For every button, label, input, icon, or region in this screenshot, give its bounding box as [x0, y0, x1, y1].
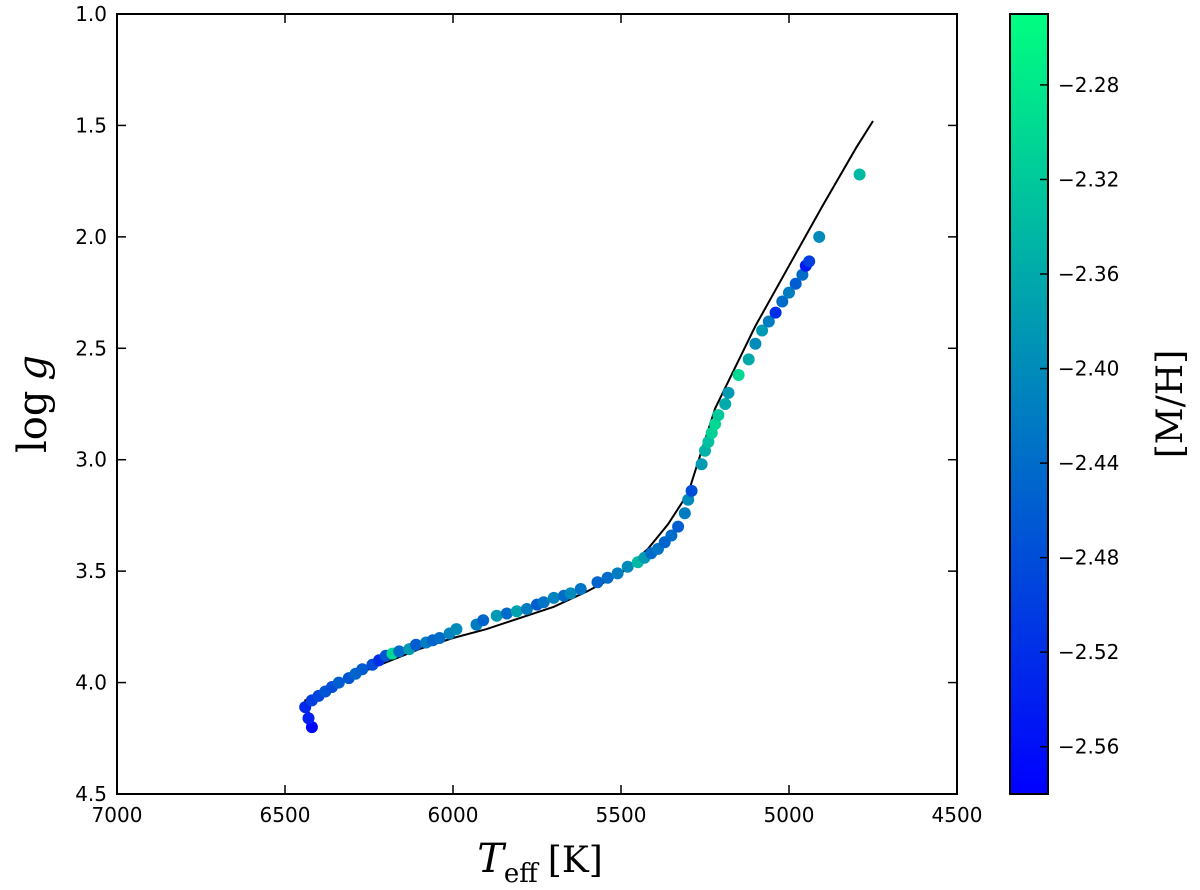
isochrone-layer: [304, 120, 874, 723]
colorbar-tick-label: −2.32: [1058, 167, 1119, 191]
data-point: [742, 353, 755, 366]
x-axis-label-sub: eff: [504, 859, 540, 889]
y-tick-label: 4.5: [75, 782, 107, 806]
y-tick-label: 3.0: [75, 448, 107, 472]
data-point: [678, 507, 691, 520]
x-tick-label: 6000: [428, 803, 479, 827]
data-point: [450, 623, 463, 636]
data-point: [537, 596, 550, 609]
data-point: [332, 676, 345, 689]
data-point: [762, 315, 775, 328]
data-point: [749, 337, 762, 350]
data-point: [712, 409, 725, 422]
data-point: [433, 632, 446, 644]
x-tick-label: 5000: [764, 803, 815, 827]
data-point: [591, 576, 604, 589]
colorbar-tick-label: −2.48: [1058, 546, 1119, 570]
data-point: [695, 458, 708, 471]
data-point: [853, 168, 866, 181]
y-tick-label: 1.0: [75, 2, 107, 26]
y-tick-label: 2.5: [75, 336, 107, 360]
data-point: [621, 560, 634, 573]
colorbar: [1009, 13, 1049, 795]
y-axis-label: log g: [10, 355, 56, 453]
data-point: [500, 607, 513, 620]
colorbar-tick-label: −2.40: [1058, 357, 1119, 381]
x-tick-label: 4500: [932, 803, 983, 827]
data-point: [510, 605, 523, 618]
data-point: [685, 484, 698, 497]
data-point: [789, 277, 802, 290]
data-point: [477, 614, 490, 627]
colorbar-tick-label: −2.36: [1058, 262, 1119, 286]
x-axis-label-unit: [K]: [548, 840, 603, 881]
x-tick-label: 5500: [596, 803, 647, 827]
data-point: [356, 663, 369, 676]
colorbar-tick-label: −2.56: [1058, 735, 1119, 759]
colorbar-label: [M/H]: [1150, 350, 1191, 458]
data-point: [547, 591, 560, 604]
data-point: [756, 324, 769, 337]
data-point: [302, 712, 315, 725]
data-point: [719, 398, 732, 410]
x-axis-label: Teff [K]: [477, 836, 603, 889]
y-axis-label-func: log: [10, 391, 56, 453]
isochrone-line: [304, 120, 874, 723]
y-tick-label: 2.0: [75, 225, 107, 249]
data-point: [813, 230, 826, 243]
data-point: [410, 638, 422, 651]
data-point: [520, 603, 533, 615]
colorbar-tick-label: −2.28: [1058, 73, 1119, 97]
data-point: [709, 418, 722, 431]
data-point: [672, 520, 685, 533]
data-point: [732, 369, 745, 381]
data-point: [564, 587, 577, 600]
data-point: [611, 567, 624, 580]
colorbar-ticks: −2.28 −2.32 −2.36 −2.40 −2.44 −2.48 −2.52 −2.56: [1040, 73, 1119, 759]
data-point: [574, 583, 587, 595]
y-tick-label: 4.0: [75, 671, 107, 695]
x-tick-label: 6500: [260, 803, 311, 827]
y-axis: 1.0 1.5 2.0 2.5 3.0 3.5 4.0 4.5: [75, 2, 957, 806]
data-point: [601, 571, 614, 584]
data-point: [776, 295, 789, 308]
plot-frame: [116, 13, 958, 795]
points-layer: [299, 168, 866, 734]
data-point: [769, 306, 782, 319]
y-tick-label: 3.5: [75, 559, 107, 583]
y-tick-label: 1.5: [75, 113, 107, 137]
x-axis: 7000 6500 6000 5500 5000 4500: [92, 14, 983, 827]
y-axis-label-var: g: [10, 355, 56, 381]
x-axis-label-main: T: [477, 836, 507, 882]
data-point: [783, 286, 795, 299]
data-point: [490, 609, 503, 622]
x-tick-label: 7000: [92, 803, 143, 827]
data-point: [393, 645, 406, 658]
data-point: [722, 386, 735, 399]
data-point: [803, 255, 816, 268]
colorbar-tick-label: −2.52: [1058, 640, 1119, 664]
colorbar-tick-label: −2.44: [1058, 451, 1119, 475]
data-point: [665, 529, 678, 542]
